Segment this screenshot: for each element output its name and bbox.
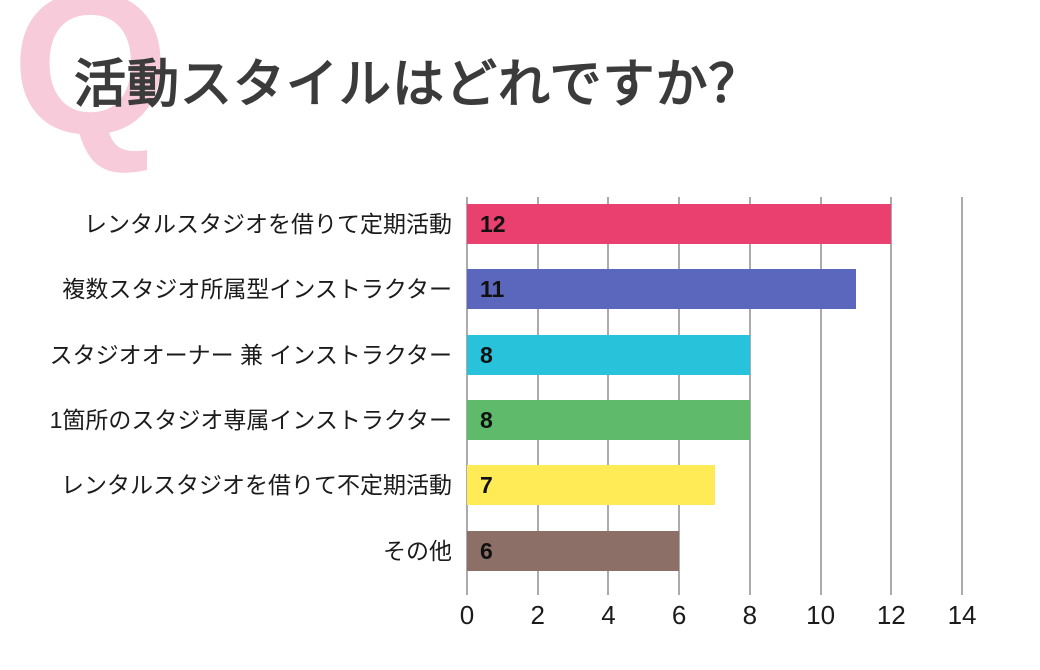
category-label: 複数スタジオ所属型インストラクター xyxy=(62,276,452,303)
gridline xyxy=(536,197,539,595)
x-tick-label: 4 xyxy=(601,600,616,630)
bar xyxy=(467,530,680,571)
gridline xyxy=(748,197,751,595)
category-label: スタジオオーナー 兼 インストラクター xyxy=(49,341,452,368)
x-tick-label: 12 xyxy=(876,600,906,630)
bar xyxy=(467,334,750,375)
gridline xyxy=(819,197,822,595)
bar-value-label: 11 xyxy=(480,276,505,303)
bar-value-label: 6 xyxy=(480,537,493,564)
gridline xyxy=(890,197,893,595)
x-tick-label: 14 xyxy=(947,600,977,630)
category-label: 1箇所のスタジオ専属インストラクター xyxy=(49,406,452,433)
category-label: レンタルスタジオを借りて不定期活動 xyxy=(61,472,452,499)
x-tick-label: 2 xyxy=(530,600,545,630)
page-title: 活動スタイルはどれですか？ xyxy=(74,56,762,114)
x-tick-label: 6 xyxy=(671,600,687,630)
category-label: その他 xyxy=(383,537,452,564)
bar-value-label: 8 xyxy=(480,406,493,433)
bar xyxy=(467,204,892,244)
bar-value-label: 8 xyxy=(480,341,493,368)
bar-value-label: 7 xyxy=(480,472,493,499)
q-decoration-letter: Q xyxy=(12,0,170,176)
x-tick-label: 8 xyxy=(742,600,758,630)
x-tick-label: 0 xyxy=(459,600,475,630)
bar xyxy=(467,399,750,440)
category-label: レンタルスタジオを借りて定期活動 xyxy=(84,211,452,237)
gridline xyxy=(961,197,964,595)
gridline xyxy=(678,197,681,595)
gridline xyxy=(466,197,468,595)
bar xyxy=(467,269,856,310)
gridline xyxy=(607,197,610,595)
bar-value-label: 12 xyxy=(480,211,506,237)
x-tick-label: 10 xyxy=(806,600,836,630)
bar xyxy=(467,465,715,506)
